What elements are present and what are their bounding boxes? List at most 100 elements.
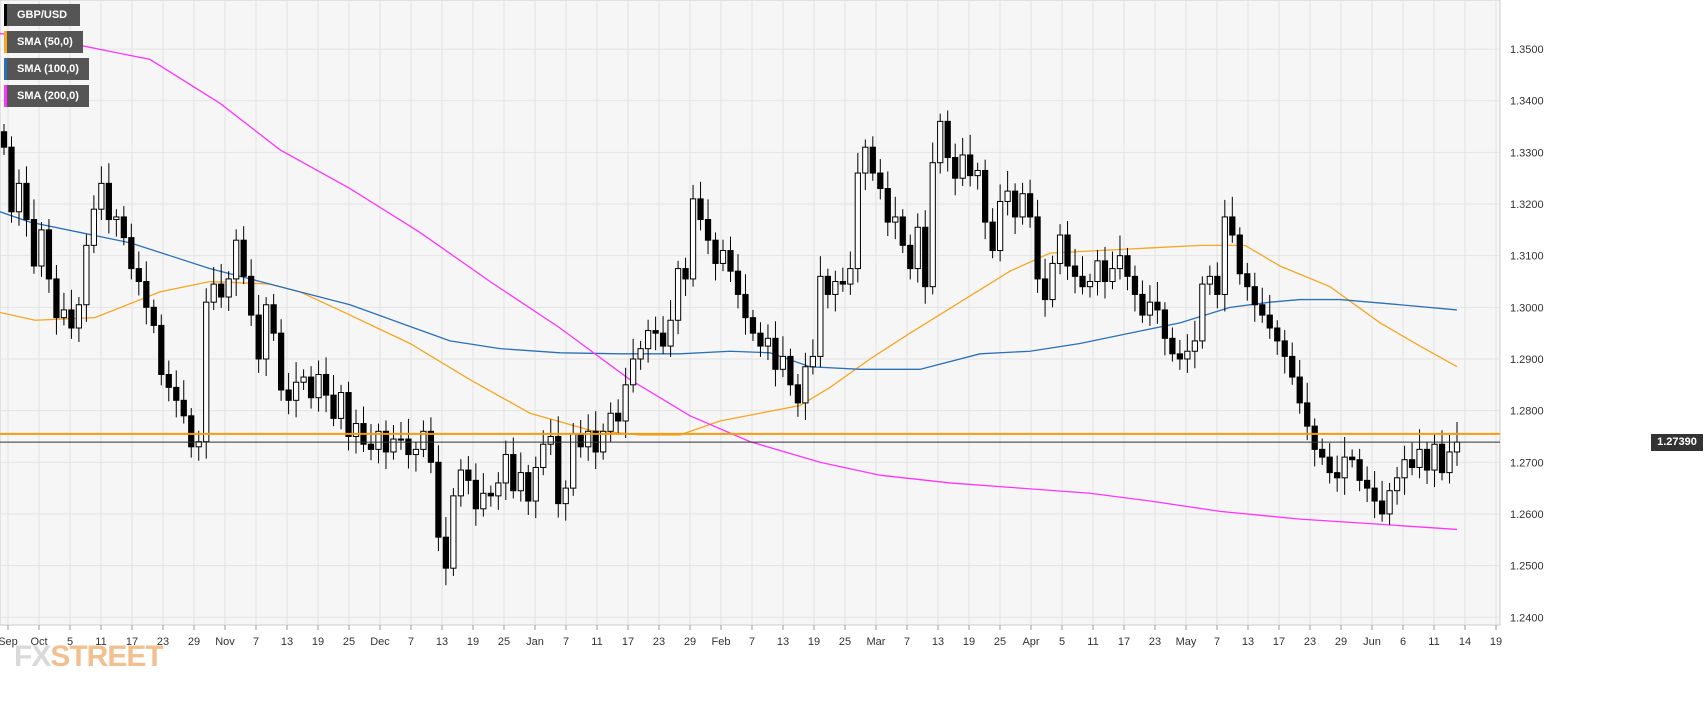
candle-body	[375, 430, 382, 450]
candle-body	[734, 270, 742, 295]
candle-body	[487, 492, 494, 497]
candle-body	[442, 536, 450, 569]
candle-body	[1393, 477, 1401, 492]
candle-body	[83, 244, 90, 306]
candle-body	[1131, 275, 1139, 295]
candle-body	[1349, 456, 1356, 461]
candle-body	[959, 154, 966, 179]
candle-body	[300, 376, 307, 383]
candle-body	[1401, 459, 1408, 479]
candle-body	[15, 182, 23, 213]
candle-body	[824, 275, 831, 295]
candle-body	[510, 454, 517, 492]
candle-body	[989, 221, 996, 252]
candle-body	[929, 162, 936, 288]
x-tick-label: Feb	[712, 636, 731, 648]
candle-body	[240, 239, 247, 277]
x-tick-label: 29	[1335, 636, 1347, 648]
x-tick-label: 7	[749, 636, 755, 648]
x-tick-label: 19	[1490, 636, 1502, 648]
candle-body	[869, 146, 876, 174]
candle-body	[1101, 260, 1109, 283]
candle-body	[23, 182, 30, 221]
candle-body	[412, 448, 420, 456]
x-tick-label: 14	[1459, 636, 1471, 648]
candle-body	[1251, 286, 1258, 306]
candle-body	[210, 283, 217, 303]
candle-body	[757, 332, 764, 347]
candle-body	[120, 216, 127, 239]
candle-body	[330, 394, 337, 419]
candle-body	[532, 466, 539, 502]
candle-body	[292, 381, 300, 401]
y-tick-label: 1.2500	[1510, 561, 1544, 573]
candle-body	[1326, 456, 1333, 474]
candle-body	[1161, 309, 1169, 339]
legend-item-price[interactable]: GBP/USD	[4, 4, 80, 26]
x-tick-label: Jun	[1363, 636, 1381, 648]
candle-body	[1446, 451, 1453, 474]
x-tick-label: Mar	[867, 636, 886, 648]
candle-body	[689, 198, 697, 280]
candle-body	[952, 157, 959, 179]
candle-body	[974, 169, 981, 177]
x-tick-label: Apr	[1022, 636, 1039, 648]
candle-body	[832, 281, 839, 295]
candle-body	[1071, 265, 1079, 277]
candle-body	[1453, 441, 1461, 453]
candle-body	[1056, 234, 1064, 264]
candle-body	[1431, 443, 1438, 471]
x-tick-label: 11	[1428, 636, 1439, 648]
x-tick-label: 25	[839, 636, 851, 648]
candle-body	[674, 268, 682, 321]
candle-body	[682, 268, 689, 280]
candle-body	[277, 332, 285, 391]
candle-body	[53, 278, 60, 319]
y-tick-label: 1.3100	[1510, 251, 1544, 263]
legend-item-sma-50[interactable]: SMA (50,0)	[4, 31, 83, 53]
candle-body	[922, 226, 929, 288]
candle-body	[764, 337, 772, 347]
candle-body	[562, 487, 569, 505]
x-tick-label: 17	[622, 636, 634, 648]
candle-body	[704, 219, 712, 241]
y-tick-label: 1.2700	[1510, 457, 1544, 469]
candle-body	[525, 472, 532, 502]
legend-item-sma-100[interactable]: SMA (100,0)	[4, 58, 89, 80]
sma-100-line	[0, 211, 1458, 370]
x-tick-label: 23	[157, 636, 169, 648]
candle-body	[615, 412, 622, 422]
x-tick-label: May	[1176, 636, 1197, 648]
y-tick-label: 1.2900	[1510, 354, 1544, 366]
candle-body	[75, 304, 83, 329]
candle-body	[233, 239, 240, 280]
candle-body	[30, 219, 38, 267]
candle-body	[337, 392, 345, 419]
candle-body	[1109, 268, 1116, 283]
x-tick-label: 13	[436, 636, 448, 648]
x-tick-label: 11	[1087, 636, 1098, 648]
candle-body	[158, 324, 165, 375]
candle-body	[667, 319, 674, 347]
legend-item-sma-200[interactable]: SMA (200,0)	[4, 85, 89, 107]
x-tick-label: 13	[777, 636, 789, 648]
candle-body	[315, 373, 322, 399]
candle-body	[1146, 301, 1154, 316]
candle-body	[173, 386, 180, 401]
candle-body	[839, 281, 846, 285]
legend-swatch-sma-100	[4, 58, 7, 80]
candle-body	[847, 268, 854, 285]
candle-body	[982, 169, 989, 223]
candle-body	[997, 200, 1004, 252]
candle-body	[1386, 490, 1393, 515]
candle-body	[285, 389, 292, 401]
candle-body	[1176, 353, 1184, 360]
candle-body	[630, 358, 637, 386]
candle-body	[0, 131, 8, 148]
legend-label-sma-100: SMA (100,0)	[17, 63, 79, 75]
x-tick-label: 29	[188, 636, 200, 648]
candle-body	[165, 373, 172, 388]
candle-body	[884, 188, 891, 223]
candle-body	[150, 306, 157, 326]
candle-body	[188, 415, 195, 448]
